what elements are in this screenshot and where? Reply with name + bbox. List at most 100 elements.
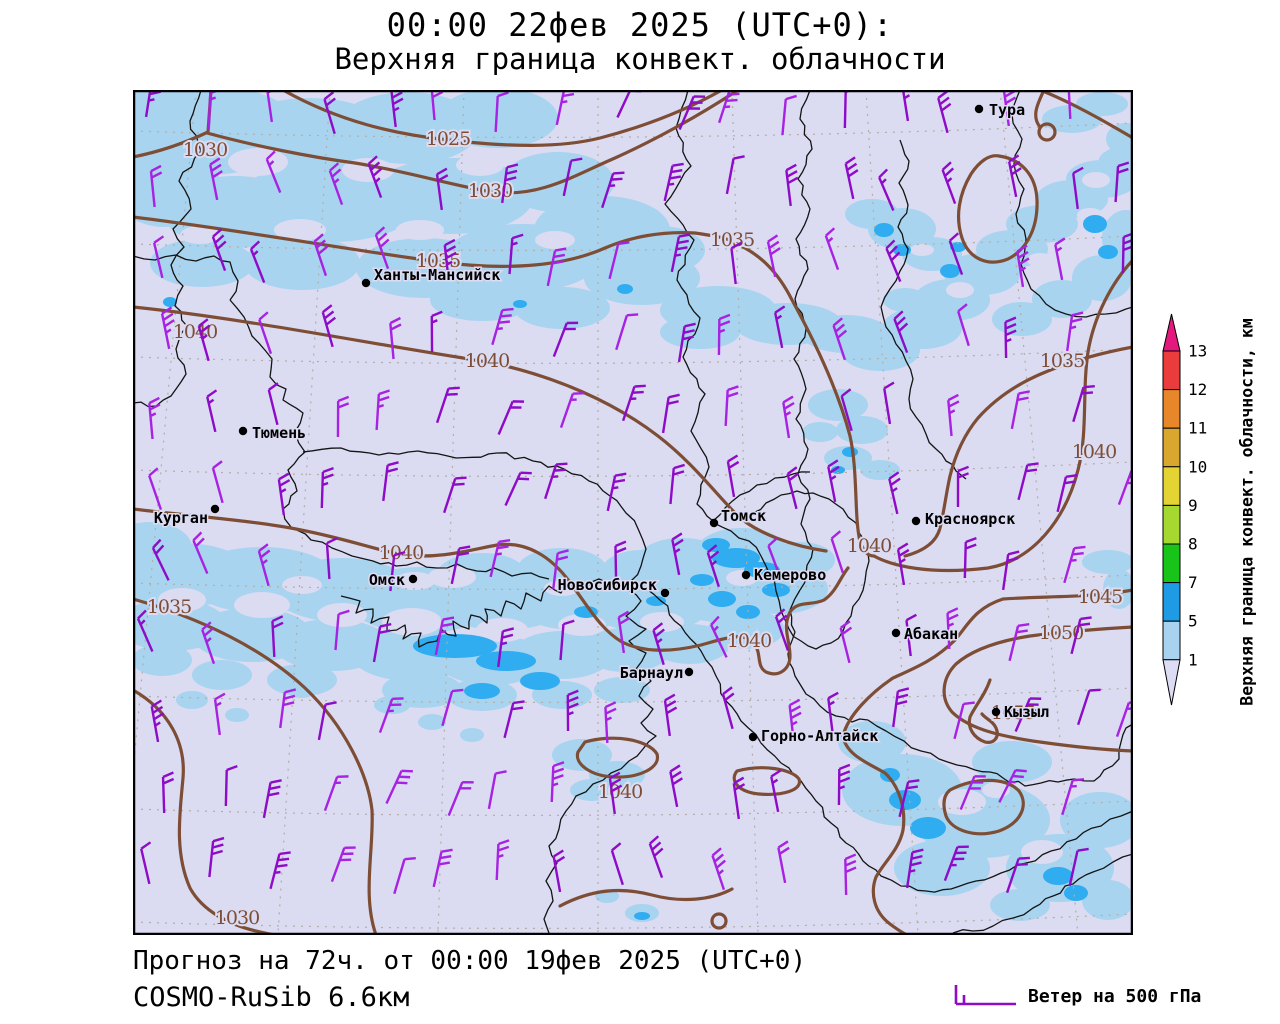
wind-barb <box>430 90 444 121</box>
cloud-hole <box>910 244 934 256</box>
wind-barb <box>781 94 797 136</box>
cloud-medium <box>617 284 633 294</box>
cloud-hole <box>558 614 606 636</box>
wind-barb <box>136 609 154 652</box>
isobar-contour <box>967 678 999 744</box>
cloud-hole <box>476 618 528 642</box>
cloud-light <box>845 199 899 229</box>
wind-barb <box>1054 237 1066 281</box>
wind-barb <box>844 853 857 896</box>
cloud-medium <box>513 300 527 308</box>
graticule-parallel <box>133 800 1133 816</box>
isobar-contour <box>133 215 1133 573</box>
wind-barb <box>901 90 914 122</box>
wind-barb <box>161 771 175 814</box>
isobar-contour <box>1038 90 1133 140</box>
wind-barb <box>617 610 631 654</box>
colorbar-segment <box>1162 582 1181 622</box>
isobar-value-label: 1030 <box>215 907 259 929</box>
isobar-value-label: 1040 <box>173 321 217 343</box>
cloud-hole <box>274 219 326 241</box>
city-dot <box>911 516 921 526</box>
page-title-line1: 00:00 22фев 2025 (UTC+0): <box>386 6 894 44</box>
wind-barb <box>601 171 625 209</box>
wind-barb <box>878 168 895 211</box>
wind-barb <box>443 238 457 282</box>
city-dot <box>891 628 901 638</box>
wind-barb <box>832 317 848 361</box>
wind-barb <box>730 241 742 285</box>
city-dot <box>408 574 418 584</box>
cloud-hole <box>1027 253 1053 267</box>
wind-barb <box>201 621 216 665</box>
graticule-parallel <box>133 348 1133 364</box>
wind-barb <box>148 396 161 440</box>
cloud-medium <box>1043 867 1073 885</box>
wind-barb <box>503 700 525 739</box>
admin-border <box>713 490 870 650</box>
city-label: Тюмень <box>252 424 306 442</box>
admin-border <box>229 299 550 580</box>
wind-barb <box>652 622 665 666</box>
city-label: Кемерово <box>754 566 826 584</box>
isobar-contour <box>956 154 1039 264</box>
cloud-medium <box>634 912 650 920</box>
cloud-hole <box>382 608 442 636</box>
wind-barb <box>267 382 279 426</box>
wind-barb <box>773 305 786 349</box>
colorbar-tick-label: 12 <box>1188 380 1207 399</box>
wind-barb <box>1017 462 1039 501</box>
wind-barb <box>943 845 969 882</box>
cloud-light <box>802 422 838 442</box>
wind-barb <box>552 549 569 590</box>
wind-barb <box>566 689 579 732</box>
wind-barb <box>1056 473 1078 513</box>
isobar-value-label: 1035 <box>1040 350 1084 372</box>
wind-barb <box>562 157 583 197</box>
model-name: COSMO-RuSib 6.6км <box>133 982 410 1013</box>
city-dot <box>974 104 984 114</box>
cloud-light <box>923 309 957 327</box>
cloud-hole <box>1021 840 1063 864</box>
wind-barb <box>504 471 532 506</box>
wind-barb <box>669 764 683 808</box>
colorbar-tick-label: 8 <box>1188 535 1198 554</box>
wind-barb <box>367 155 383 199</box>
wind-barb <box>375 389 390 431</box>
colorbar-arrow-bottom <box>1162 659 1181 706</box>
colorbar-tick-label: 1 <box>1188 650 1198 669</box>
cloud-medium <box>690 574 714 586</box>
wind-barb <box>1067 90 1080 120</box>
wind-barb <box>277 472 291 516</box>
wind-barb <box>956 465 970 508</box>
cloud-medium <box>520 672 560 690</box>
isobar-value-label: 1040 <box>598 781 642 803</box>
wind-barb <box>677 322 696 363</box>
cloud-medium <box>163 297 177 307</box>
cloud-light <box>517 548 607 592</box>
wind-barb <box>224 764 238 807</box>
wind-barb <box>888 471 901 515</box>
city-dot <box>741 570 751 580</box>
colorbar-tick-label: 11 <box>1188 419 1207 438</box>
wind-barb <box>615 313 639 351</box>
city-dot <box>210 504 220 514</box>
colorbar-segment <box>1162 350 1181 391</box>
wind-legend-label: Ветер на 500 гПа <box>1028 986 1202 1007</box>
wind-barb <box>726 454 740 498</box>
isobar-value-label: 1030 <box>468 180 512 202</box>
admin-border <box>133 90 202 408</box>
city-dot <box>748 732 758 742</box>
wind-barb <box>1063 545 1086 584</box>
wind-barb <box>197 318 211 362</box>
cloud-medium <box>1098 245 1118 259</box>
cloud-light <box>1082 550 1133 574</box>
colorbar-arrow-top <box>1162 313 1181 352</box>
wind-barb <box>374 226 390 270</box>
wind-barb <box>621 384 646 422</box>
cloud-medium <box>646 596 666 606</box>
city-label: Кызыл <box>1004 703 1049 721</box>
wind-barb <box>1070 616 1092 655</box>
wind-barb <box>678 95 706 130</box>
isobar-contour <box>133 507 850 676</box>
